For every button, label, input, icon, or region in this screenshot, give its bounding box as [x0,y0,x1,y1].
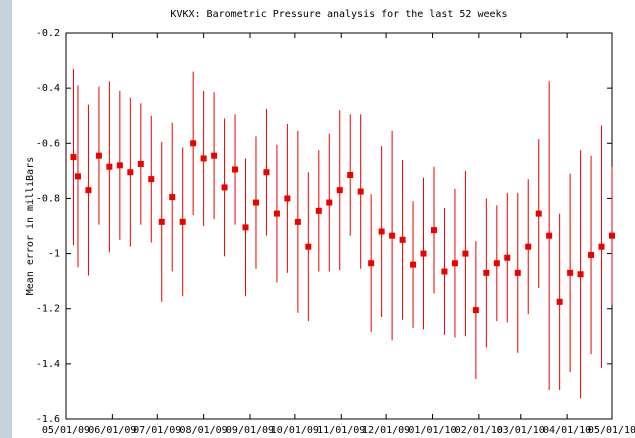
point [70,154,77,161]
y-tick-label: -1.4 [36,359,60,370]
point [462,250,469,257]
point [200,155,207,162]
point [556,298,563,305]
point [326,199,333,206]
y-tick-label: -0.8 [36,193,60,204]
point [284,195,291,202]
chart-title: KVKX: Barometric Pressure analysis for t… [170,9,507,20]
point [399,236,406,243]
y-tick-label: -1 [48,249,60,260]
point [483,269,490,276]
point [389,232,396,239]
point [410,261,417,268]
x-tick-label: 03/01/10 [497,425,545,436]
x-tick-label: 05/01/10 [588,425,635,436]
point [368,260,375,267]
point [232,166,239,173]
point [493,260,500,267]
y-axis-label: Mean error in milliBars [25,157,36,295]
point [315,207,322,214]
point [546,232,553,239]
y-tick-label: -1.6 [36,414,60,425]
point [305,243,312,250]
point [85,187,92,194]
y-tick-label: -0.6 [36,138,60,149]
point [116,162,123,169]
point [378,228,385,235]
x-tick-label: 12/01/09 [362,425,410,436]
x-tick-label: 07/01/09 [133,425,181,436]
x-tick-label: 08/01/09 [180,425,228,436]
point [567,269,574,276]
point [148,176,155,183]
side-strip [0,0,12,438]
x-tick-label: 11/01/09 [317,425,365,436]
point [577,271,584,278]
point [190,140,197,147]
plot-frame [65,32,613,420]
x-tick-label: 01/01/10 [408,425,456,436]
point [598,243,605,250]
point [179,218,186,225]
point [95,152,102,159]
point [74,173,81,180]
x-tick-label: 05/01/09 [42,425,90,436]
point [137,160,144,167]
x-tick-label: 04/01/10 [543,425,591,436]
x-tick-label: 10/01/09 [271,425,319,436]
point [347,171,354,178]
point [106,163,113,170]
point [525,243,532,250]
point [588,251,595,258]
point [263,169,270,176]
y-tick-label: -1.2 [36,304,60,315]
point [357,188,364,195]
point [221,184,228,191]
point [242,224,249,231]
point [514,269,521,276]
point [609,232,615,239]
point [420,250,427,257]
x-tick-label: 06/01/09 [88,425,136,436]
y-tick-label: -0.2 [36,28,60,39]
point [169,194,176,201]
point [472,307,479,314]
point [504,254,511,261]
x-tick-label: 02/01/10 [455,425,503,436]
point [441,268,448,275]
point [294,218,301,225]
point [430,227,437,234]
point [127,169,134,176]
point [273,210,280,217]
point [451,260,458,267]
point [211,152,218,159]
point [535,210,542,217]
point [252,199,259,206]
point [336,187,343,194]
point [158,218,165,225]
x-tick-label: 09/01/09 [226,425,274,436]
y-tick-label: -0.4 [36,83,60,94]
